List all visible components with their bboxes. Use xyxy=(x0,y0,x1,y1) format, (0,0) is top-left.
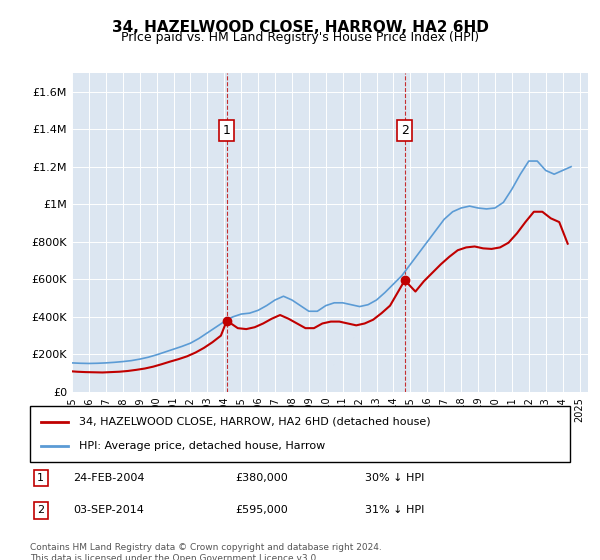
Text: 2: 2 xyxy=(37,505,44,515)
Text: 34, HAZELWOOD CLOSE, HARROW, HA2 6HD (detached house): 34, HAZELWOOD CLOSE, HARROW, HA2 6HD (de… xyxy=(79,417,430,427)
Text: Price paid vs. HM Land Registry's House Price Index (HPI): Price paid vs. HM Land Registry's House … xyxy=(121,31,479,44)
Text: Contains HM Land Registry data © Crown copyright and database right 2024.
This d: Contains HM Land Registry data © Crown c… xyxy=(30,543,382,560)
Text: 1: 1 xyxy=(37,473,44,483)
Text: 34, HAZELWOOD CLOSE, HARROW, HA2 6HD: 34, HAZELWOOD CLOSE, HARROW, HA2 6HD xyxy=(112,20,488,35)
Text: £380,000: £380,000 xyxy=(235,473,288,483)
Text: HPI: Average price, detached house, Harrow: HPI: Average price, detached house, Harr… xyxy=(79,441,325,451)
Text: 30% ↓ HPI: 30% ↓ HPI xyxy=(365,473,424,483)
Text: 2: 2 xyxy=(401,124,409,137)
Text: £595,000: £595,000 xyxy=(235,505,288,515)
Text: 31% ↓ HPI: 31% ↓ HPI xyxy=(365,505,424,515)
Text: 24-FEB-2004: 24-FEB-2004 xyxy=(73,473,145,483)
Text: 03-SEP-2014: 03-SEP-2014 xyxy=(73,505,144,515)
FancyBboxPatch shape xyxy=(30,406,570,462)
Text: 1: 1 xyxy=(223,124,231,137)
